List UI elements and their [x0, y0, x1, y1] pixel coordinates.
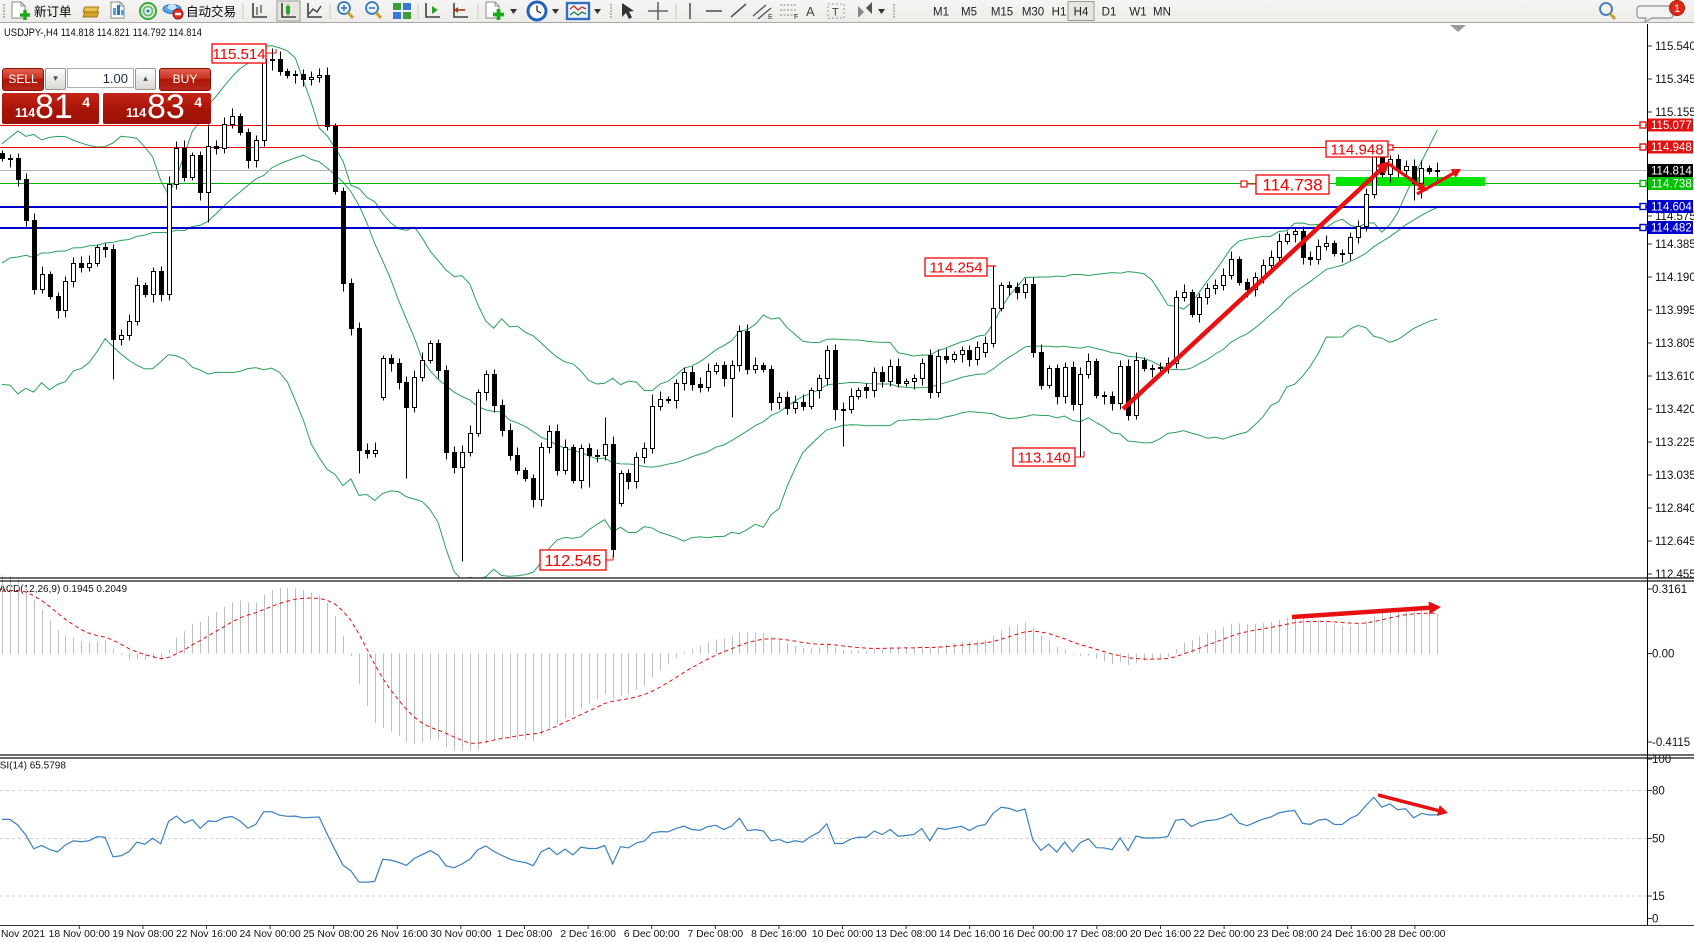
svg-text:100: 100: [1652, 754, 1671, 766]
svg-text:H1: H1: [1052, 7, 1067, 19]
svg-text:0.00: 0.00: [1652, 649, 1674, 661]
svg-text:RSI(14) 65.5798: RSI(14) 65.5798: [0, 761, 66, 772]
svg-text:M15: M15: [991, 7, 1013, 19]
svg-text:MACD(12,26,9) 0.1945 0.2049: MACD(12,26,9) 0.1945 0.2049: [0, 584, 127, 595]
svg-text:新订单: 新订单: [34, 4, 72, 19]
svg-text:10 Dec 00:00: 10 Dec 00:00: [812, 929, 874, 940]
svg-text:113.805: 113.805: [1655, 338, 1694, 350]
svg-text:114.738: 114.738: [1651, 179, 1692, 191]
svg-text:112.645: 112.645: [1655, 536, 1694, 548]
svg-text:22 Dec 00:00: 22 Dec 00:00: [1193, 929, 1255, 940]
svg-text:D1: D1: [1102, 7, 1117, 19]
svg-text:14 Dec 16:00: 14 Dec 16:00: [939, 929, 1001, 940]
svg-text:18 Nov 00:00: 18 Nov 00:00: [49, 929, 111, 940]
svg-text:114.190: 114.190: [1655, 272, 1694, 284]
svg-text:112.840: 112.840: [1655, 503, 1694, 515]
svg-text:114.385: 114.385: [1655, 239, 1694, 251]
svg-text:114.814: 114.814: [1651, 166, 1692, 178]
svg-text:114.254: 114.254: [929, 259, 982, 276]
svg-text:113.995: 113.995: [1655, 305, 1694, 317]
svg-text:115.345: 115.345: [1655, 74, 1694, 86]
svg-text:28 Dec 00:00: 28 Dec 00:00: [1384, 929, 1446, 940]
svg-text:26 Nov 16:00: 26 Nov 16:00: [367, 929, 429, 940]
svg-text:113.035: 113.035: [1655, 470, 1694, 482]
svg-text:W1: W1: [1129, 7, 1146, 19]
svg-text:114.948: 114.948: [1651, 142, 1692, 154]
svg-text:19 Nov 08:00: 19 Nov 08:00: [112, 929, 174, 940]
svg-text:13 Dec 08:00: 13 Dec 08:00: [875, 929, 937, 940]
svg-text:22 Nov 16:00: 22 Nov 16:00: [176, 929, 238, 940]
svg-text:25 Nov 08:00: 25 Nov 08:00: [303, 929, 365, 940]
svg-text:114.482: 114.482: [1651, 223, 1692, 235]
svg-text:M5: M5: [961, 7, 977, 19]
svg-text:17 Dec 08:00: 17 Dec 08:00: [1066, 929, 1128, 940]
svg-text:114.604: 114.604: [1651, 202, 1692, 214]
svg-text:112.545: 112.545: [545, 553, 602, 570]
svg-text:23 Dec 08:00: 23 Dec 08:00: [1257, 929, 1319, 940]
svg-text:M1: M1: [933, 7, 949, 19]
svg-text:115.514: 115.514: [212, 46, 265, 63]
svg-text:E: E: [768, 14, 773, 21]
svg-text:50: 50: [1652, 834, 1665, 846]
svg-text:A: A: [806, 4, 815, 19]
svg-text:113.225: 113.225: [1655, 437, 1694, 449]
svg-text:0.3161: 0.3161: [1652, 584, 1687, 596]
svg-text:30 Nov 00:00: 30 Nov 00:00: [430, 929, 492, 940]
svg-text:20 Dec 16:00: 20 Dec 16:00: [1130, 929, 1192, 940]
svg-text:112.455: 112.455: [1655, 569, 1694, 581]
svg-text:-0.4115: -0.4115: [1652, 737, 1690, 749]
svg-text:1 Dec 08:00: 1 Dec 08:00: [497, 929, 553, 940]
svg-text:115.155: 115.155: [1655, 107, 1694, 119]
svg-text:2 Dec 16:00: 2 Dec 16:00: [560, 929, 616, 940]
svg-text:8 Dec 16:00: 8 Dec 16:00: [751, 929, 807, 940]
svg-text:80: 80: [1652, 786, 1665, 798]
svg-text:114.575: 114.575: [1655, 211, 1694, 223]
svg-text:USDJPY-,H4 114.818 114.821 11: USDJPY-,H4 114.818 114.821 114.792 114.8…: [4, 27, 202, 39]
svg-text:113.420: 113.420: [1655, 404, 1694, 416]
svg-text:24 Nov 00:00: 24 Nov 00:00: [239, 929, 301, 940]
svg-text:7 Dec 08:00: 7 Dec 08:00: [688, 929, 744, 940]
svg-text:M30: M30: [1022, 7, 1044, 19]
svg-text:1: 1: [1674, 3, 1680, 15]
svg-text:自动交易: 自动交易: [186, 4, 236, 19]
svg-text:113.610: 113.610: [1655, 371, 1694, 383]
svg-text:114.738: 114.738: [1262, 176, 1322, 195]
svg-text:0: 0: [1652, 914, 1658, 926]
svg-text:24 Dec 16:00: 24 Dec 16:00: [1321, 929, 1383, 940]
svg-text:113.140: 113.140: [1017, 449, 1070, 466]
svg-text:F: F: [794, 14, 798, 21]
svg-text:115.077: 115.077: [1651, 120, 1692, 132]
svg-text:15: 15: [1652, 891, 1665, 903]
svg-text:16 Dec 00:00: 16 Dec 00:00: [1003, 929, 1065, 940]
svg-text:Nov 2021: Nov 2021: [1, 929, 45, 940]
svg-text:T: T: [832, 7, 839, 19]
svg-text:114.948: 114.948: [1330, 141, 1383, 158]
svg-text:H4: H4: [1074, 7, 1089, 19]
svg-text:6 Dec 00:00: 6 Dec 00:00: [624, 929, 680, 940]
svg-text:MN: MN: [1153, 7, 1171, 19]
svg-text:115.540: 115.540: [1655, 41, 1694, 53]
